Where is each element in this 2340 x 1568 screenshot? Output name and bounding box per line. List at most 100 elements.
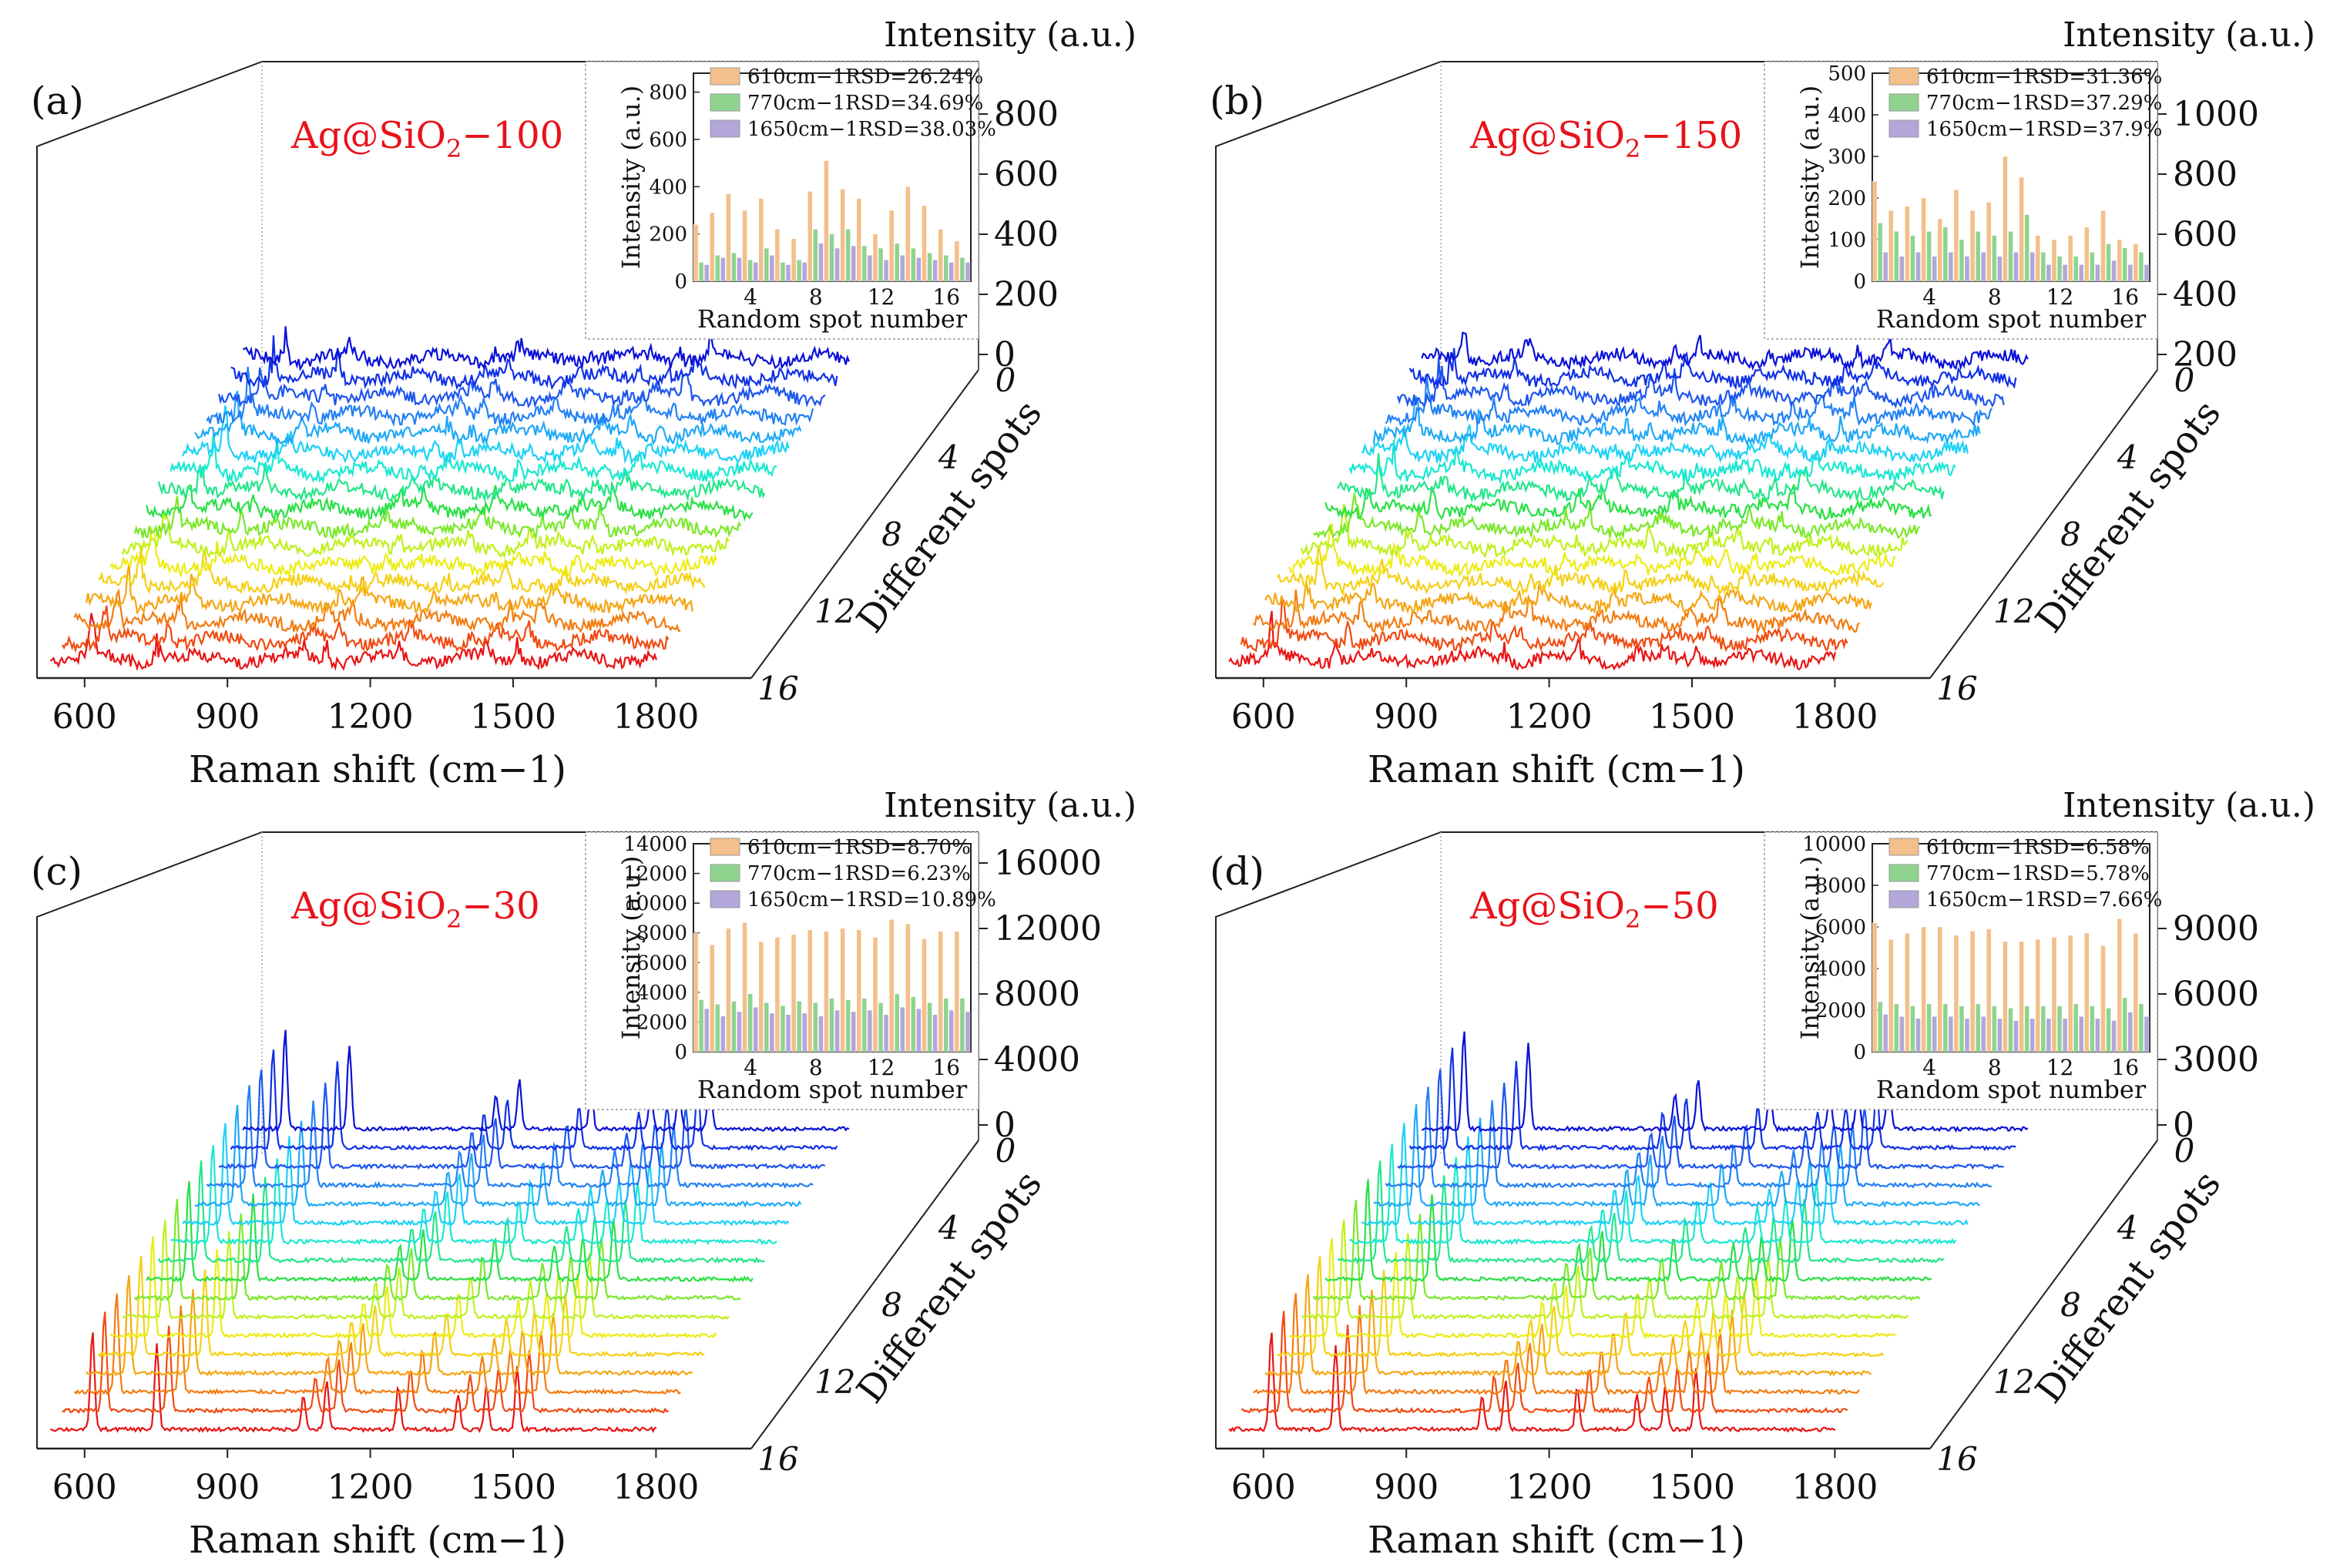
inset-bar [2046, 264, 2052, 282]
inset-bar [1948, 1016, 1954, 1053]
spectrum-spot-14 [73, 588, 681, 634]
legend-swatch [1888, 93, 1919, 112]
spectrum-spot-11 [1289, 1237, 1896, 1340]
legend-entry: 1650cm−1RSD=37.9% [1926, 118, 2162, 141]
inset-bar [922, 938, 927, 1053]
inset-bar [2073, 1003, 2079, 1053]
inset-bar [1888, 210, 1894, 282]
inset-bar [948, 1009, 955, 1053]
panel-title: Ag@SiO2−30 [290, 885, 540, 934]
x-tick-label: 1800 [1791, 697, 1878, 737]
inset-bar [1997, 256, 2003, 282]
inset-bar [2122, 997, 2128, 1053]
x-tick-label: 1200 [1506, 1468, 1593, 1507]
inset-bar [905, 923, 911, 1053]
legend-swatch [710, 864, 740, 882]
legend-entry: 770cm−1RSD=34.69% [747, 92, 983, 115]
spots-axis [750, 1140, 979, 1449]
inset-bar [2019, 941, 2024, 1053]
inset-bar [1882, 1014, 1888, 1053]
inset-bar [2095, 264, 2100, 282]
inset-bar [845, 999, 851, 1053]
legend-entry: 1650cm−1RSD=38.03% [747, 118, 996, 141]
spectrum-spot-1 [230, 335, 838, 391]
inset-bar [2122, 247, 2128, 282]
legend-entry: 770cm−1RSD=6.23% [747, 862, 971, 885]
inset-y-tick-label: 8000 [636, 922, 687, 945]
inset-bar [851, 245, 857, 282]
spectrum-spot-7 [157, 1160, 765, 1264]
inset-bar [1921, 926, 1926, 1053]
spectrum-spot-4 [194, 391, 802, 447]
z-tick-label: 1000 [2173, 95, 2259, 134]
inset-bar [2095, 1018, 2100, 1053]
legend-entry: 770cm−1RSD=37.29% [1926, 92, 2162, 115]
inset-y-tick-label: 6000 [1815, 916, 1866, 939]
inset-bar [2090, 251, 2095, 282]
inset-bar [2127, 264, 2134, 282]
spectrum-spot-5 [1361, 424, 1969, 464]
inset-bar [780, 262, 786, 282]
inset-frame [585, 831, 979, 1110]
spectrum-spot-9 [133, 495, 742, 540]
inset-bar [2078, 264, 2084, 282]
inset-y-tick-label: 10000 [1802, 833, 1866, 856]
z-axis-label: Intensity (a.u.) [884, 15, 1136, 55]
inset-bar [954, 931, 960, 1053]
inset-bar [1915, 251, 1921, 282]
spots-tick-label: 8 [2060, 515, 2081, 553]
spots-tick-label: 4 [938, 438, 959, 476]
spectrum-spot-11 [109, 1236, 717, 1340]
inset-bar [2035, 235, 2041, 282]
spectrum-spot-13 [86, 1274, 693, 1377]
spectrum-spot-10 [122, 1220, 730, 1321]
inset-bar [1942, 1003, 1949, 1053]
inset-bar [2084, 227, 2090, 282]
inset-bar [2024, 214, 2029, 282]
inset-bar [883, 1014, 889, 1053]
spectrum-spot-0 [1421, 1031, 2029, 1133]
inset-bar [1969, 931, 1976, 1053]
x-axis-label: Raman shift (cm−1) [189, 1519, 566, 1562]
x-tick-label: 1500 [1649, 697, 1735, 737]
spectrum-spot-2 [1397, 1069, 2004, 1170]
inset-bar [698, 999, 704, 1053]
inset-bar [2117, 918, 2122, 1053]
inset-bar [883, 260, 889, 282]
inset-bar [916, 257, 922, 282]
inset-bar [791, 934, 797, 1053]
inset-bar [2056, 1006, 2063, 1053]
legend-swatch [1888, 119, 1919, 138]
inset-bar [2100, 210, 2106, 282]
inset-bar [2040, 1006, 2046, 1053]
inset-bar [894, 243, 900, 282]
inset-bar [2029, 1018, 2036, 1053]
inset-bar [813, 229, 818, 282]
spots-tick-label: 4 [2117, 438, 2138, 476]
spots-tick-label: 16 [1936, 670, 1977, 707]
inset-y-tick-label: 4000 [1815, 958, 1866, 981]
inset-bar [1905, 206, 1910, 282]
z-tick-label: 800 [994, 95, 1059, 134]
inset-bar [1899, 256, 1905, 282]
inset-bar [829, 233, 834, 282]
x-tick-label: 1500 [470, 697, 556, 737]
x-tick-label: 600 [52, 697, 117, 737]
spectrum-spot-5 [182, 405, 790, 465]
spectrum-spot-1 [230, 1049, 838, 1152]
inset-bar [905, 186, 911, 282]
spots-tick-label: 8 [2060, 1286, 2081, 1324]
inset-bar [785, 1014, 791, 1053]
inset-bar [726, 928, 731, 1053]
legend-entry: 1650cm−1RSD=7.66% [1926, 888, 2162, 912]
inset-bar [714, 1004, 720, 1053]
inset-y-tick-label: 8000 [1815, 875, 1866, 898]
x-tick-label: 600 [1231, 697, 1296, 737]
inset-bar [894, 993, 900, 1053]
inset-bar [1975, 1003, 1981, 1053]
inset-bar [872, 233, 878, 282]
spots-axis-label: Different spots [848, 1163, 1050, 1411]
spectrum-spot-2 [218, 1069, 826, 1170]
z-axis-label: Intensity (a.u.) [2063, 15, 2315, 55]
